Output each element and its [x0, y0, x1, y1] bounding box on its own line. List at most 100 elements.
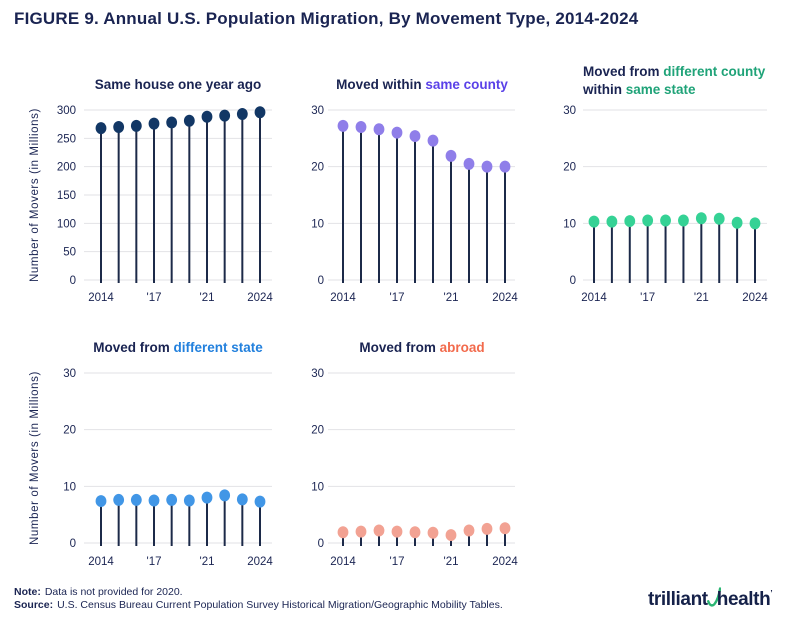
chart-title-same-house: Same house one year ago	[84, 76, 272, 94]
chart-title-segment: Moved from	[93, 340, 174, 355]
x-tick-label: 2014	[88, 556, 114, 568]
chart-title-segment: Moved within	[336, 77, 426, 92]
data-point	[130, 119, 142, 132]
footer-source: Source: U.S. Census Bureau Current Popula…	[14, 599, 503, 612]
data-point	[219, 489, 231, 502]
x-tick-label: 2014	[581, 292, 607, 304]
chart-title-same-county: Moved within same county	[328, 76, 516, 94]
data-point	[254, 495, 266, 508]
x-tick-label: '17	[390, 292, 405, 304]
x-tick-label: '17	[147, 292, 162, 304]
data-point	[695, 212, 707, 225]
x-tick-label: '17	[147, 556, 162, 568]
data-point	[148, 117, 160, 130]
data-point	[113, 493, 125, 506]
chart-title-segment: Same house one year ago	[94, 77, 262, 92]
x-tick-label: '17	[640, 292, 655, 304]
data-point	[642, 214, 654, 227]
chart-title-segment: same state	[625, 81, 696, 97]
chart-title-different-state: Moved from different state	[84, 339, 272, 357]
source-label: Source:	[14, 599, 54, 611]
note-label: Note:	[14, 586, 41, 598]
data-point	[337, 526, 349, 539]
y-tick-label: 30	[311, 368, 324, 380]
y-tick-label: 0	[70, 275, 76, 287]
y-tick-label: 30	[563, 105, 576, 117]
data-point	[391, 525, 403, 538]
x-tick-label: 2014	[88, 292, 114, 304]
x-tick-label: '21	[200, 556, 215, 568]
x-tick-label: 2024	[742, 292, 768, 304]
chart-2: 0 10 20 30 2014 '17 '21 2024	[563, 105, 768, 304]
chart-title-segment: Moved from	[359, 340, 440, 355]
y-tick-label: 20	[311, 425, 324, 437]
data-point	[201, 491, 213, 504]
data-point	[355, 121, 367, 133]
y-tick-label: 0	[318, 538, 324, 550]
data-point	[95, 122, 107, 135]
x-tick-label: '21	[444, 556, 459, 568]
chart-4: 0 10 20 30 2014 '17 '21 2024	[311, 368, 518, 568]
y-axis-label: Number of Movers (in Millions)	[29, 371, 41, 545]
data-point	[373, 123, 385, 136]
data-point	[499, 160, 511, 173]
chart-title-segment: within	[583, 81, 626, 97]
chart-1: 0 10 20 30 2014 '17 '21 2024	[311, 105, 518, 304]
chart-title-abroad: Moved from abroad	[328, 339, 516, 357]
x-tick-label: '17	[390, 556, 405, 568]
x-tick-label: 2024	[247, 556, 273, 568]
data-point	[463, 524, 475, 537]
y-tick-label: 10	[563, 218, 576, 230]
data-point	[166, 116, 178, 129]
y-tick-label: 20	[311, 162, 324, 174]
x-tick-label: '21	[444, 292, 459, 304]
data-point	[499, 522, 511, 535]
data-point	[373, 524, 385, 537]
data-point	[337, 119, 349, 132]
data-point	[588, 215, 600, 228]
chart-title-segment: same county	[425, 77, 508, 92]
data-point	[445, 529, 457, 542]
y-tick-label: 20	[63, 425, 76, 437]
data-point	[409, 526, 421, 539]
y-tick-label: 30	[311, 105, 324, 117]
chart-title-segment: different state	[173, 340, 263, 355]
data-point	[713, 212, 725, 225]
data-point	[130, 493, 142, 506]
data-point	[254, 106, 266, 119]
data-point	[481, 522, 493, 535]
data-point	[148, 494, 160, 507]
y-tick-label: 300	[57, 105, 76, 117]
data-point	[183, 494, 195, 507]
data-point	[236, 493, 248, 506]
y-tick-label: 20	[563, 162, 576, 174]
data-point	[355, 525, 367, 538]
x-tick-label: '21	[694, 292, 709, 304]
x-tick-label: 2014	[330, 292, 356, 304]
data-point	[95, 495, 107, 508]
figure-title: FIGURE 9. Annual U.S. Population Migrati…	[14, 9, 639, 28]
y-tick-label: 30	[63, 368, 76, 380]
y-tick-label: 10	[63, 481, 76, 493]
y-tick-label: 0	[318, 275, 324, 287]
data-point	[678, 214, 689, 227]
trilliant-health-logo: trilliant health’	[648, 587, 773, 611]
y-tick-label: 0	[70, 538, 76, 550]
logo-word-health: health	[716, 589, 771, 610]
chart-title-segment: abroad	[439, 340, 485, 355]
y-tick-label: 250	[57, 133, 76, 145]
note-text: Data is not provided for 2020.	[44, 586, 183, 598]
footer-note: Note: Data is not provided for 2020.	[14, 586, 183, 599]
chart-title-different-county: Moved from different county within same s…	[583, 63, 795, 98]
y-axis-label: Number of Movers (in Millions)	[29, 108, 41, 282]
source-text: U.S. Census Bureau Current Population Su…	[57, 599, 503, 611]
data-point	[606, 215, 618, 228]
logo-swoosh-icon	[706, 587, 721, 607]
logo-trademark-mark: ’	[770, 589, 773, 598]
chart-title-segment: Moved from	[583, 64, 664, 79]
data-point	[481, 160, 493, 173]
chart-3: 0 10 20 30 2014 '17 '21 2024 Number of Movers (i…	[29, 368, 273, 568]
x-tick-label: 2014	[330, 556, 356, 568]
y-tick-label: 150	[57, 190, 76, 202]
x-tick-label: 2024	[492, 292, 518, 304]
